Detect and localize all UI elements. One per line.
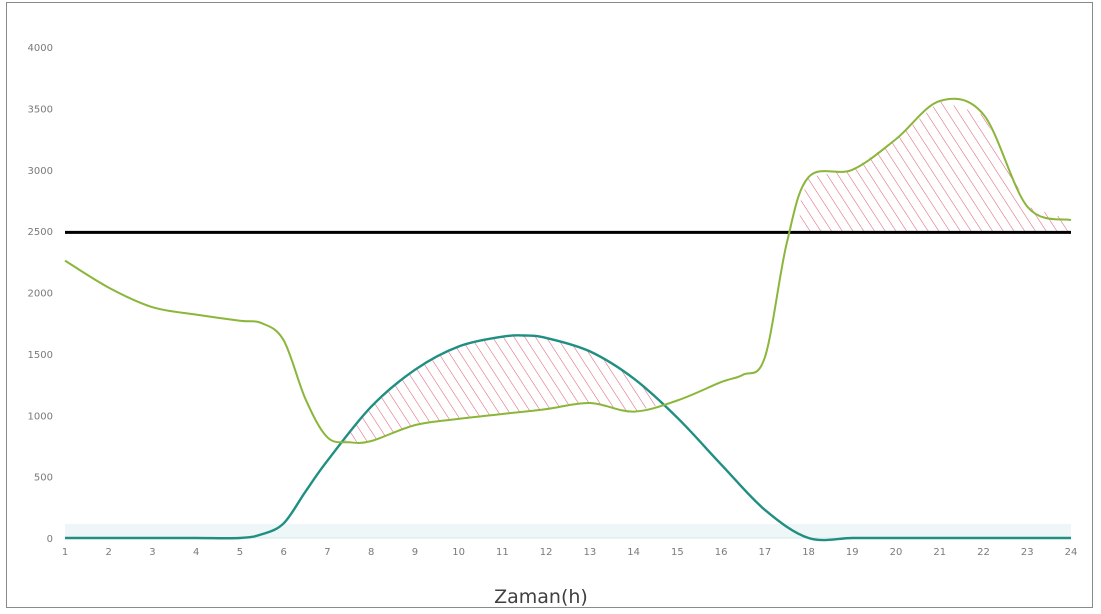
x-tick-label: 3 bbox=[149, 547, 155, 558]
hatched-area-peak bbox=[799, 101, 1071, 233]
x-tick-label: 15 bbox=[671, 547, 684, 558]
y-tick-label: 4000 bbox=[28, 43, 53, 54]
load-curve-line bbox=[64, 97, 1072, 444]
x-tick-label: 6 bbox=[281, 547, 287, 558]
x-tick-label: 19 bbox=[846, 547, 859, 558]
x-tick-label: 13 bbox=[584, 547, 597, 558]
x-tick-label: 21 bbox=[933, 547, 946, 558]
solar-curve-line bbox=[65, 334, 1071, 542]
x-tick-label: 4 bbox=[193, 547, 199, 558]
x-tick-label: 14 bbox=[627, 547, 640, 558]
baseline-band bbox=[65, 524, 1071, 538]
y-tick-label: 1000 bbox=[28, 411, 53, 422]
hatched-area-surplus bbox=[344, 335, 665, 443]
x-tick-label: 24 bbox=[1065, 547, 1078, 558]
hatched-areas bbox=[344, 101, 1071, 443]
x-tick-label: 23 bbox=[1021, 547, 1034, 558]
y-tick-label: 2000 bbox=[28, 289, 53, 300]
axes bbox=[65, 524, 1071, 539]
x-tick-label: 22 bbox=[977, 547, 990, 558]
x-tick-label: 20 bbox=[890, 547, 903, 558]
y-tick-label: 1500 bbox=[28, 350, 53, 361]
x-tick-label: 17 bbox=[758, 547, 771, 558]
x-axis-title: Zaman(h) bbox=[494, 586, 588, 608]
x-tick-label: 18 bbox=[802, 547, 815, 558]
y-tick-label: 3500 bbox=[28, 104, 53, 115]
x-tick-label: 5 bbox=[237, 547, 243, 558]
x-tick-label: 10 bbox=[452, 547, 465, 558]
x-tick-label: 2 bbox=[106, 547, 112, 558]
y-tick-label: 3000 bbox=[28, 166, 53, 177]
x-tick-label: 9 bbox=[412, 547, 418, 558]
x-tick-label: 8 bbox=[368, 547, 374, 558]
series-lines bbox=[64, 97, 1072, 542]
x-tick-label: 16 bbox=[715, 547, 728, 558]
y-tick-label: 500 bbox=[34, 473, 53, 484]
y-tick-label: 0 bbox=[47, 534, 53, 545]
x-tick-label: 1 bbox=[62, 547, 68, 558]
x-tick-label: 12 bbox=[540, 547, 553, 558]
x-tick-label: 11 bbox=[496, 547, 509, 558]
y-tick-label: 2500 bbox=[28, 227, 53, 238]
x-tick-label: 7 bbox=[324, 547, 330, 558]
chart-frame: 0 500 1000 1500 2000 2500 3000 3500 4000 1 2 3 4 5 6 7 8… bbox=[6, 2, 1093, 608]
